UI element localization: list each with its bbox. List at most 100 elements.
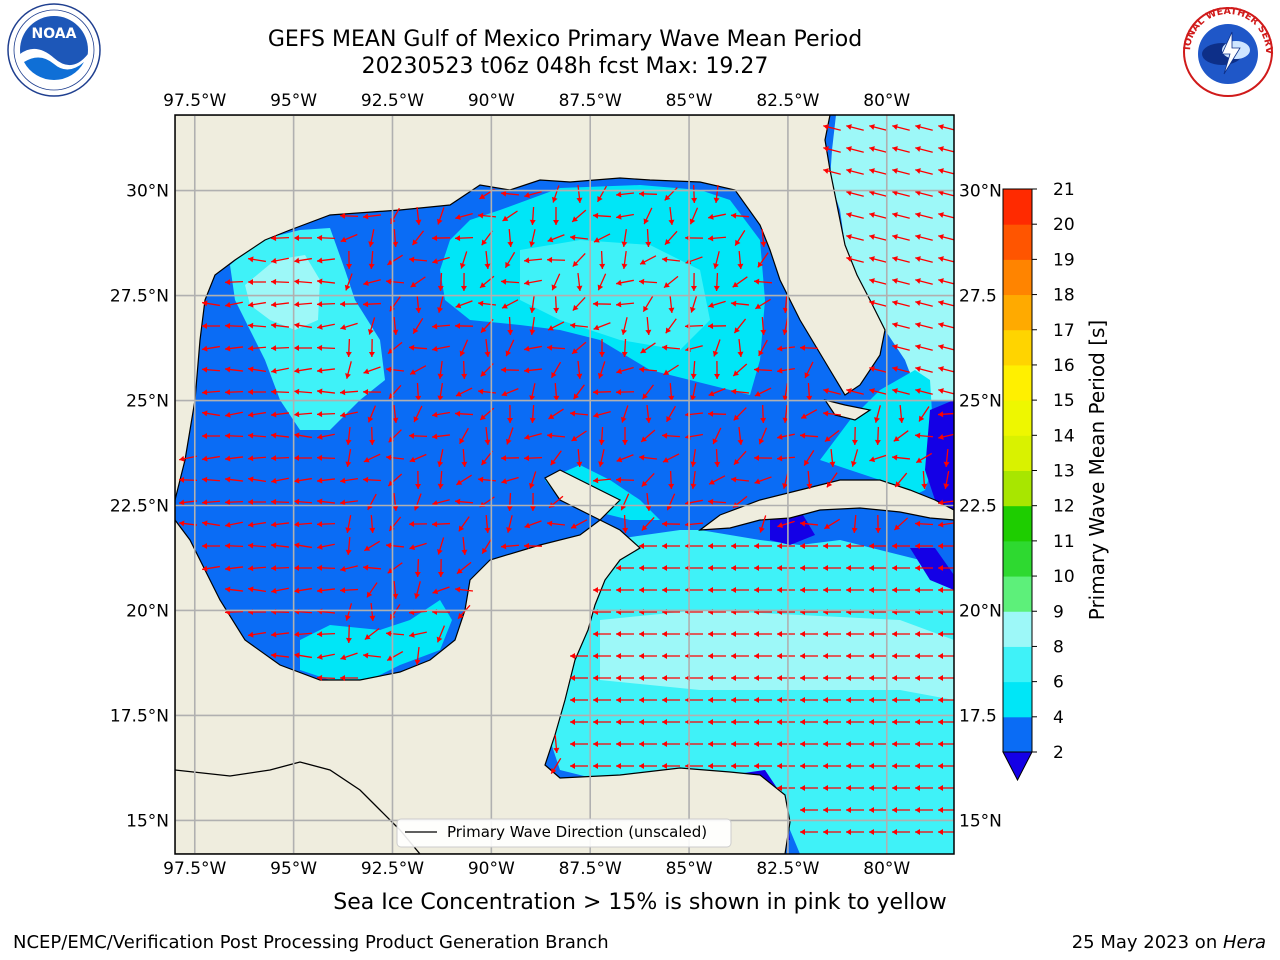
wave-direction-arrow (754, 763, 772, 769)
chart-subtitle: 20230523 t06z 048h fcst Max: 19.27 (361, 54, 769, 79)
wave-direction-arrow (569, 234, 589, 241)
land-mexico-yucatan (175, 469, 791, 854)
wave-direction-arrow (270, 455, 290, 462)
wave-direction-arrow (915, 278, 933, 285)
wave-direction-arrow (500, 543, 520, 550)
wave-direction-arrow (362, 652, 382, 659)
wave-direction-arrow (938, 763, 954, 769)
wave-direction-arrow (340, 565, 358, 572)
wave-direction-arrow (823, 653, 841, 659)
wave-direction-arrow (691, 184, 698, 204)
wave-direction-arrow (754, 697, 772, 703)
wave-direction-arrow (915, 675, 933, 681)
wave-direction-arrow (363, 279, 381, 286)
wave-direction-arrow (225, 301, 243, 308)
wave-direction-arrow (921, 470, 928, 490)
wave-direction-arrow (892, 697, 910, 703)
wave-direction-arrow (507, 228, 514, 248)
wave-direction-arrow (622, 426, 629, 446)
wave-direction-arrow (639, 719, 657, 725)
colorbar-segment (1003, 294, 1032, 331)
wave-direction-arrow (875, 514, 882, 534)
wave-direction-arrow (316, 278, 336, 285)
wave-direction-arrow (248, 521, 266, 528)
wave-direction-arrow (732, 363, 748, 377)
wave-direction-arrow (598, 426, 605, 446)
wave-direction-arrow (708, 697, 726, 703)
wave-direction-arrow (690, 449, 697, 467)
wave-direction-arrow (431, 521, 451, 528)
wave-direction-arrow (869, 124, 887, 131)
wave-direction-arrow (294, 542, 312, 549)
wave-direction-arrow (368, 338, 375, 358)
wave-direction-arrow (938, 565, 954, 571)
wave-direction-arrow (415, 294, 422, 314)
wave-direction-arrow (892, 278, 910, 285)
colorbar-tick-label: 10 (1053, 567, 1075, 587)
wave-direction-arrow (507, 316, 514, 336)
wave-direction-arrow (616, 763, 634, 769)
wave-direction-arrow (777, 367, 795, 374)
wave-direction-arrow (345, 624, 352, 644)
wave-direction-arrow (340, 233, 358, 243)
wave-direction-arrow (294, 322, 312, 329)
wave-direction-arrow (824, 429, 840, 443)
wave-direction-arrow (777, 631, 795, 637)
wave-direction-arrow (662, 719, 680, 725)
colorbar-segment (1003, 716, 1032, 753)
wave-direction-arrow (823, 697, 841, 703)
wave-direction-arrow (869, 300, 887, 307)
wave-direction-arrow (938, 719, 954, 725)
wave-direction-arrow (708, 741, 726, 747)
wave-direction-arrow (622, 514, 629, 534)
wave-direction-arrow (571, 209, 587, 223)
wave-direction-arrow (777, 719, 795, 725)
colorbar-segment (1003, 611, 1032, 647)
wave-direction-arrow (754, 631, 772, 637)
wave-direction-arrow (501, 299, 519, 309)
wave-direction-arrow (782, 404, 789, 424)
wave-direction-arrow (411, 230, 425, 246)
wave-direction-arrow (869, 234, 887, 241)
colorbar-tick-label: 18 (1053, 286, 1075, 306)
wave-direction-arrow (553, 734, 560, 754)
wave-direction-arrow (938, 675, 954, 681)
wave-direction-arrow (248, 279, 266, 285)
wave-direction-arrow (892, 631, 910, 637)
wave-direction-arrow (822, 410, 842, 417)
wave-direction-arrow (733, 318, 747, 334)
wave-direction-arrow (754, 565, 772, 571)
wave-direction-arrow (270, 411, 290, 418)
wave-direction-arrow (915, 829, 933, 835)
wave-direction-arrow (662, 565, 680, 571)
wave-direction-arrow (339, 301, 359, 308)
y-tick-label-right: 22.5 (959, 496, 997, 516)
wave-direction-arrow (247, 432, 267, 439)
wave-direction-arrow (823, 565, 841, 571)
wave-direction-arrow (869, 587, 887, 593)
wave-direction-arrow (293, 278, 313, 285)
wave-direction-arrow (592, 389, 612, 396)
wave-direction-arrow (638, 454, 658, 461)
wave-direction-arrow (431, 323, 451, 330)
wave-direction-arrow (248, 631, 266, 638)
wave-direction-arrow (760, 404, 767, 424)
wave-direction-arrow (505, 427, 514, 445)
wave-direction-arrow (892, 741, 910, 747)
wave-direction-arrow (224, 455, 244, 462)
wave-direction-arrow (638, 278, 658, 285)
wave-direction-arrow (915, 763, 933, 769)
wave-direction-arrow (362, 301, 382, 308)
wave-direction-arrow (201, 499, 221, 506)
chart-title: GEFS MEAN Gulf of Mexico Primary Wave Me… (267, 27, 863, 52)
wave-direction-arrow (202, 300, 220, 307)
wave-direction-arrow (529, 206, 536, 226)
wave-direction-arrow (414, 646, 421, 666)
wave-direction-arrow (412, 317, 424, 335)
wave-direction-arrow (892, 763, 910, 769)
wave-direction-arrow (892, 300, 910, 307)
wave-direction-arrow (248, 389, 266, 395)
wave-direction-arrow (639, 543, 657, 549)
wave-direction-arrow (891, 454, 911, 461)
wave-direction-arrow (823, 675, 841, 681)
